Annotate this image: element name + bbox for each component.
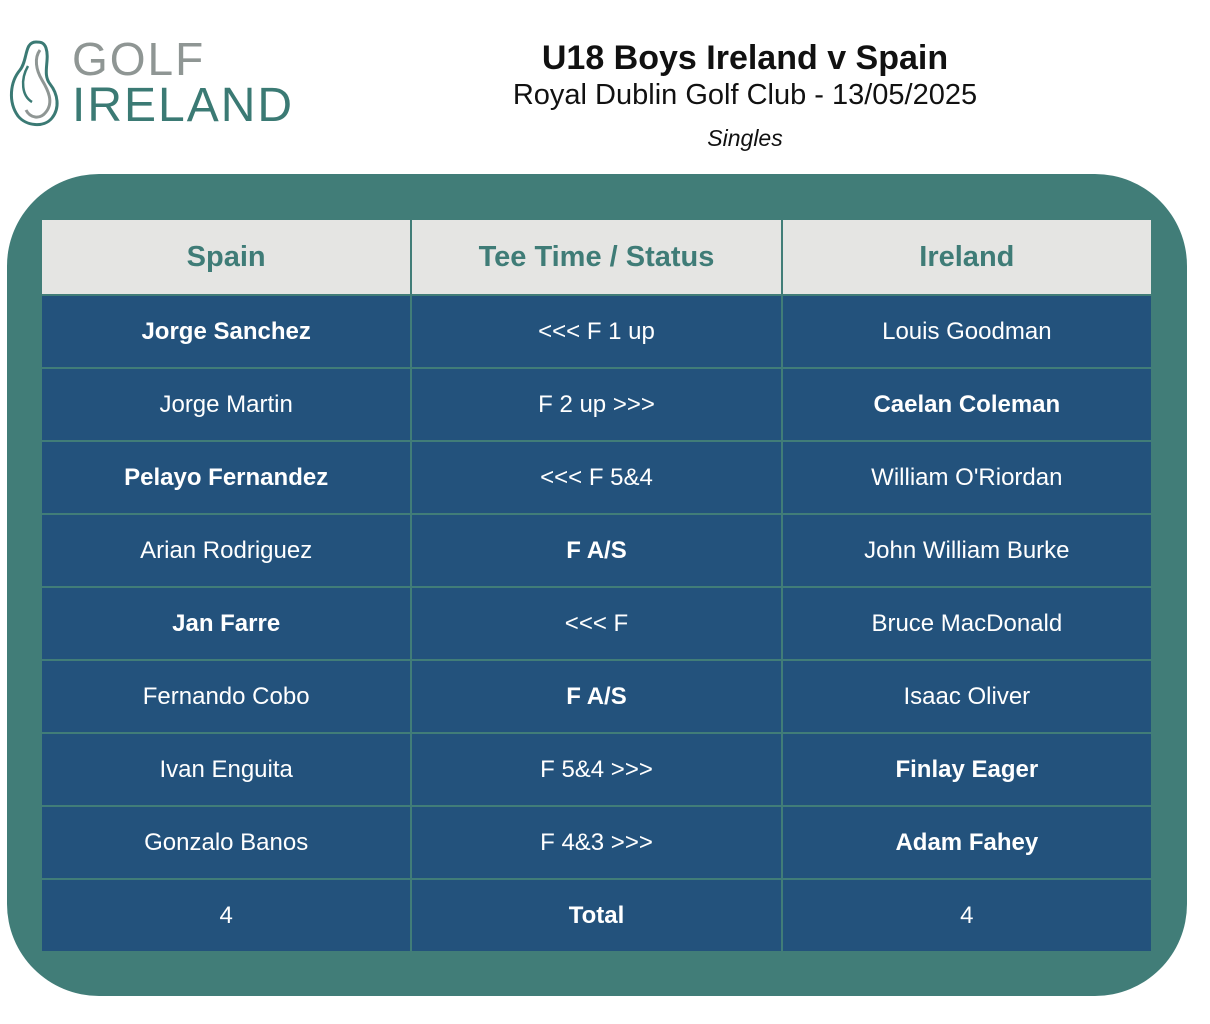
table-header-row: Spain Tee Time / Status Ireland <box>39 218 1154 296</box>
match-status-cell: F 5&4 >>> <box>410 732 783 807</box>
results-table: Spain Tee Time / Status Ireland Jorge Sa… <box>39 218 1154 953</box>
column-header-ireland: Ireland <box>780 218 1154 296</box>
ireland-total-cell: 4 <box>780 878 1154 953</box>
spain-player-cell: Jan Farre <box>39 586 413 661</box>
golf-ireland-logo: GOLF IRELAND <box>6 34 306 130</box>
match-status-cell: <<< F 1 up <box>410 294 783 369</box>
ireland-player-cell: John William Burke <box>780 513 1154 588</box>
table-row: Arian Rodriguez F A/S John William Burke <box>39 513 1154 588</box>
match-status-cell: F A/S <box>410 513 783 588</box>
match-status-cell: F 4&3 >>> <box>410 805 783 880</box>
spain-player-cell: Ivan Enguita <box>39 732 413 807</box>
table-row: Jorge Martin F 2 up >>> Caelan Coleman <box>39 367 1154 442</box>
table-row: Jorge Sanchez <<< F 1 up Louis Goodman <box>39 294 1154 369</box>
column-header-spain: Spain <box>39 218 413 296</box>
total-label-cell: Total <box>410 878 783 953</box>
page-title: U18 Boys Ireland v Spain <box>541 39 949 77</box>
table-row: Pelayo Fernandez <<< F 5&4 William O'Riord… <box>39 440 1154 515</box>
ireland-player-cell: William O'Riordan <box>780 440 1154 515</box>
logo-text-ireland: IRELAND <box>72 79 295 132</box>
table-row: Jan Farre <<< F Bruce MacDonald <box>39 586 1154 661</box>
ireland-player-cell: Finlay Eager <box>780 732 1154 807</box>
match-status-cell: F 2 up >>> <box>410 367 783 442</box>
column-header-status: Tee Time / Status <box>410 218 783 296</box>
spain-player-cell: Fernando Cobo <box>39 659 413 734</box>
table-row: Fernando Cobo F A/S Isaac Oliver <box>39 659 1154 734</box>
ireland-player-cell: Bruce MacDonald <box>780 586 1154 661</box>
spain-player-cell: Pelayo Fernandez <box>39 440 413 515</box>
spain-player-cell: Arian Rodriguez <box>39 513 413 588</box>
venue-date: Royal Dublin Golf Club - 13/05/2025 <box>512 79 978 111</box>
ireland-player-cell: Caelan Coleman <box>780 367 1154 442</box>
spain-player-cell: Jorge Sanchez <box>39 294 413 369</box>
match-status-cell: <<< F <box>410 586 783 661</box>
spain-total-cell: 4 <box>39 878 413 953</box>
table-row: Gonzalo Banos F 4&3 >>> Adam Fahey <box>39 805 1154 880</box>
ireland-player-cell: Louis Goodman <box>780 294 1154 369</box>
ireland-player-cell: Adam Fahey <box>780 805 1154 880</box>
total-row: 4 Total 4 <box>39 878 1154 953</box>
spain-player-cell: Jorge Martin <box>39 367 413 442</box>
match-format: Singles <box>707 125 783 151</box>
ireland-player-cell: Isaac Oliver <box>780 659 1154 734</box>
spain-player-cell: Gonzalo Banos <box>39 805 413 880</box>
golf-ball-swirl-icon <box>10 40 59 126</box>
match-status-cell: F A/S <box>410 659 783 734</box>
table-row: Ivan Enguita F 5&4 >>> Finlay Eager <box>39 732 1154 807</box>
logo-text-golf: GOLF <box>72 33 206 85</box>
match-status-cell: <<< F 5&4 <box>410 440 783 515</box>
